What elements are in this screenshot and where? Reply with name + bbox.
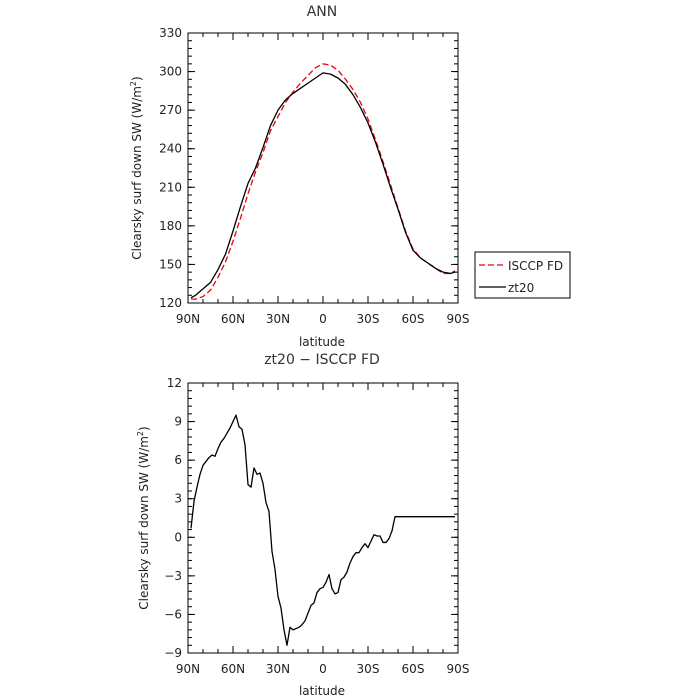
y-tick-label: 330: [159, 26, 182, 40]
series-line-difference: [190, 414, 455, 646]
x-tick-label: 60S: [402, 662, 425, 676]
plot-frame: [187, 382, 459, 654]
series-lines: [190, 63, 456, 300]
y-axis-label: Clearsky surf down SW (W/m2): [129, 76, 144, 259]
y-tick-labels: 120 150 180 210 240 270 300 330: [159, 26, 182, 310]
y-tick-label: −6: [164, 607, 182, 621]
x-tick-label: 90S: [447, 312, 470, 326]
x-tick-label: 90N: [176, 662, 200, 676]
series-lines: [190, 414, 455, 646]
legend-label-isccp: ISCCP FD: [508, 259, 563, 273]
y-tick-label: 300: [159, 65, 182, 79]
x-tick-label: 60N: [221, 312, 245, 326]
y-axis-label: Clearsky surf down SW (W/m2): [136, 426, 151, 609]
y-tick-label: 12: [167, 376, 182, 390]
y-tick-label: 180: [159, 219, 182, 233]
y-tick-label: 270: [159, 103, 182, 117]
y-tick-labels: −9 −6 −3 0 3 6 9 12: [164, 376, 182, 660]
y-tick-label: 3: [174, 492, 182, 506]
y-tick-label: 120: [159, 296, 182, 310]
x-axis-label: latitude: [299, 684, 345, 698]
series-line-zt20: [190, 72, 456, 299]
y-tick-label: 210: [159, 180, 182, 194]
x-tick-label: 30S: [357, 312, 380, 326]
legend-label-zt20: zt20: [508, 281, 534, 295]
x-tick-label: 30N: [266, 662, 290, 676]
x-tick-labels: 90N 60N 30N 0 30S 60S 90S: [176, 662, 470, 676]
chart-title: ANN: [307, 4, 338, 20]
panel-annual: ANN 90N 60N 30N 0 30S 60S 90S 120 150 180 210 240 2…: [129, 4, 571, 349]
legend-box: [474, 251, 571, 299]
x-axis-label: latitude: [299, 335, 345, 349]
x-tick-label: 90N: [176, 312, 200, 326]
x-tick-labels: 90N 60N 30N 0 30S 60S 90S: [176, 312, 470, 326]
chart-title: zt20 − ISCCP FD: [264, 352, 380, 368]
panel-difference: zt20 − ISCCP FD 90N 60N 30N 0 30S 60S 90S −9 −6…: [136, 352, 469, 698]
y-tick-label: −9: [164, 646, 182, 660]
y-tick-label: 0: [174, 530, 182, 544]
y-tick-label: 6: [174, 453, 182, 467]
x-tick-label: 60N: [221, 662, 245, 676]
y-tick-label: 240: [159, 142, 182, 156]
legend: ISCCP FD zt20: [474, 251, 571, 299]
x-tick-label: 90S: [447, 662, 470, 676]
x-tick-label: 0: [319, 662, 327, 676]
x-tick-label: 30S: [357, 662, 380, 676]
y-tick-label: 9: [174, 415, 182, 429]
axis-ticks: [187, 32, 459, 304]
x-tick-label: 30N: [266, 312, 290, 326]
x-tick-label: 0: [319, 312, 327, 326]
series-line-isccp-fd: [191, 63, 456, 300]
x-tick-label: 60S: [402, 312, 425, 326]
y-tick-label: 150: [159, 257, 182, 271]
y-tick-label: −3: [164, 569, 182, 583]
axis-ticks: [187, 382, 459, 654]
